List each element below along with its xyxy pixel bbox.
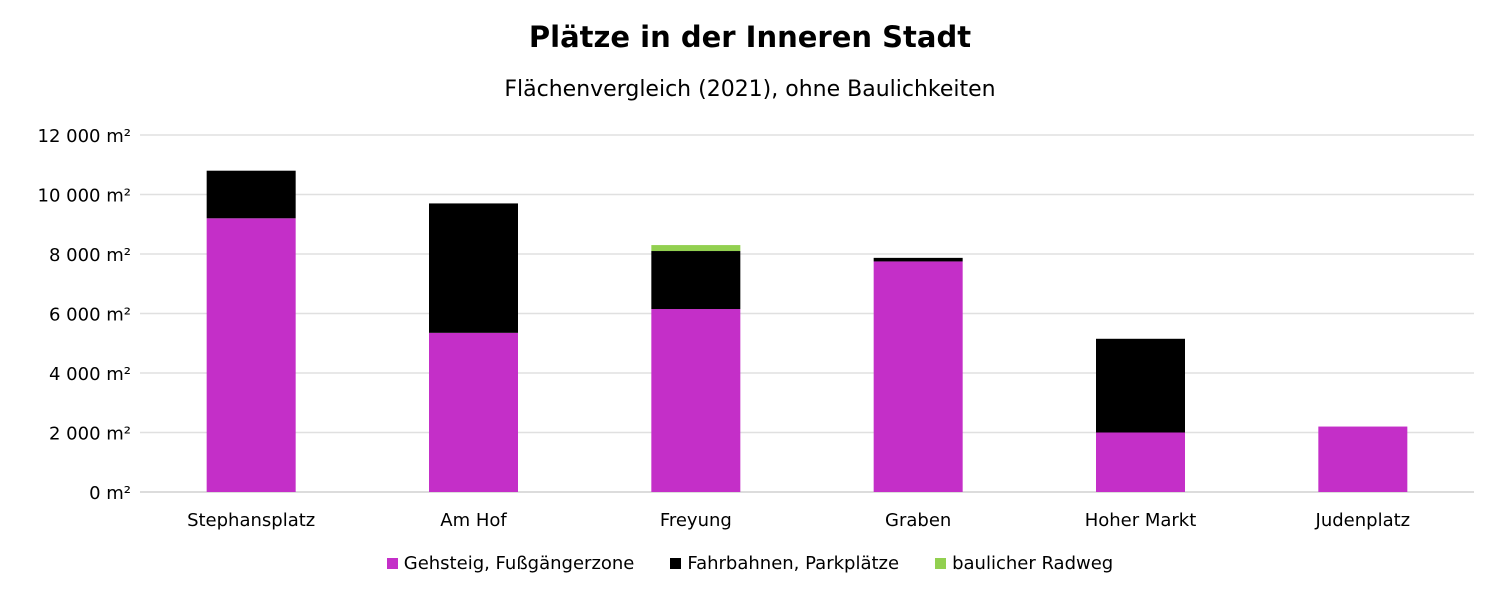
bar-segment: [429, 332, 518, 492]
bar-segment: [1096, 338, 1185, 433]
y-tick-label: 12 000 m²: [38, 126, 131, 147]
bar-segment: [873, 261, 963, 492]
legend-label: baulicher Radweg: [952, 553, 1114, 574]
legend-item: Gehsteig, Fußgängerzone: [386, 553, 635, 574]
x-tick-label: Am Hof: [440, 510, 507, 531]
chart-subtitle: Flächenvergleich (2021), ohne Baulichkei…: [504, 77, 996, 102]
bar-segment: [206, 170, 296, 219]
chart-title: Plätze in der Inneren Stadt: [528, 20, 972, 54]
y-tick-label: 4 000 m²: [49, 364, 131, 385]
legend-label: Gehsteig, Fußgängerzone: [403, 553, 635, 574]
bar-segment: [1318, 426, 1408, 492]
y-tick-label: 10 000 m²: [38, 186, 131, 207]
bar-segment: [651, 251, 741, 310]
y-tick-label: 2 000 m²: [49, 424, 131, 445]
y-tick-label: 0 m²: [89, 483, 131, 504]
x-tick-label: Graben: [885, 510, 951, 531]
x-tick-label: Stephansplatz: [187, 510, 315, 531]
bar-segment: [651, 309, 741, 492]
x-tick-label: Judenplatz: [1315, 510, 1411, 531]
bar-segment: [429, 203, 518, 333]
y-tick-label: 8 000 m²: [49, 245, 131, 266]
legend-item: baulicher Radweg: [935, 553, 1113, 574]
legend-swatch: [386, 558, 398, 569]
x-tick-label: Freyung: [660, 510, 732, 531]
x-tick-label: Hoher Markt: [1085, 510, 1197, 531]
y-tick-label: 6 000 m²: [49, 305, 131, 326]
bar-segment: [1096, 432, 1185, 492]
bar-segment: [873, 257, 963, 262]
bar-segment: [651, 245, 741, 252]
legend-label: Fahrbahnen, Parkplätze: [687, 553, 900, 574]
legend-swatch: [935, 558, 947, 569]
legend-swatch: [670, 558, 682, 569]
bar-segment: [206, 218, 296, 493]
legend-item: Fahrbahnen, Parkplätze: [670, 553, 899, 574]
legend: Gehsteig, Fußgängerzone Fahrbahnen, Parkp…: [0, 553, 1500, 574]
